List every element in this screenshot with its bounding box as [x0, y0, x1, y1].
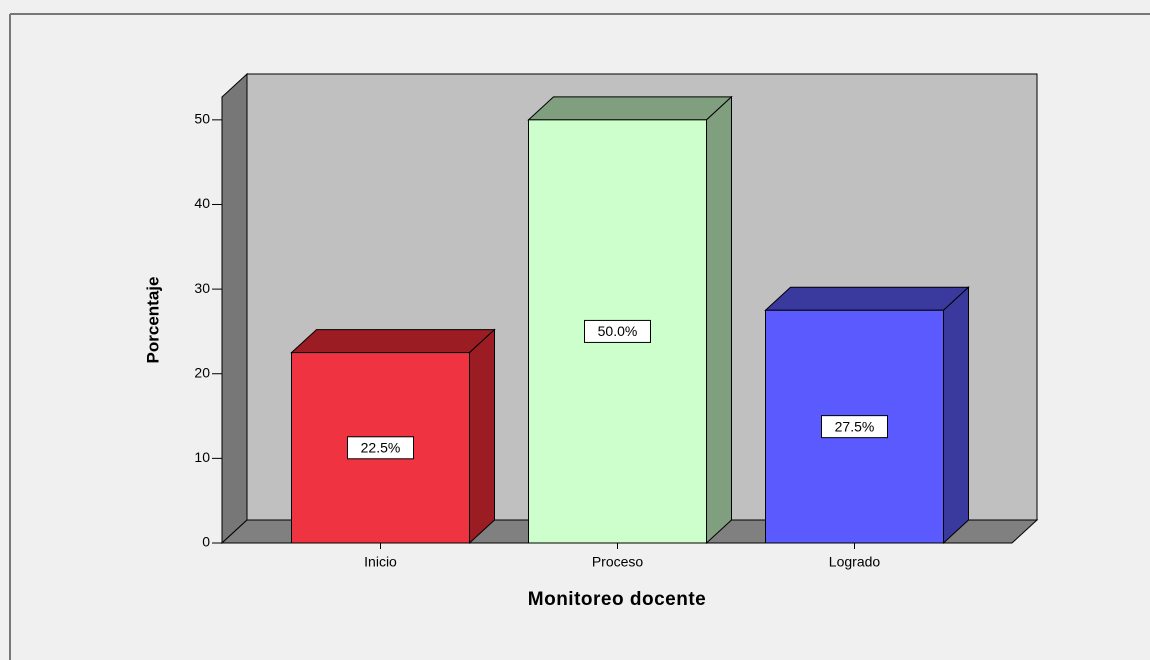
bar-top — [764, 286, 970, 311]
y-axis-label: Porcentaje — [143, 277, 162, 364]
y-tick-label: 30 — [194, 280, 210, 296]
x-tick-label: Logrado — [829, 554, 881, 570]
bar-top — [290, 329, 496, 354]
y-tick-label: 40 — [194, 195, 210, 211]
y-tick-label: 50 — [194, 111, 210, 127]
value-label-box — [821, 415, 888, 439]
y-tick-label: 10 — [194, 449, 210, 465]
x-axis-label: Monitoreo docente — [528, 589, 706, 610]
value-label: 22.5% — [361, 439, 401, 455]
value-label-box — [584, 319, 651, 343]
y-tick-label: 0 — [202, 534, 210, 550]
value-label: 50.0% — [598, 323, 638, 339]
bar-side — [469, 328, 495, 545]
value-label-box — [347, 436, 414, 460]
bar-top — [527, 96, 733, 121]
x-tick-label: Inicio — [364, 554, 397, 570]
y-tick-label: 20 — [194, 364, 210, 380]
side-wall — [221, 72, 248, 545]
x-tick-label: Proceso — [592, 554, 644, 570]
bar-side — [706, 95, 732, 545]
value-label: 27.5% — [835, 418, 875, 434]
bar-side — [943, 286, 969, 545]
